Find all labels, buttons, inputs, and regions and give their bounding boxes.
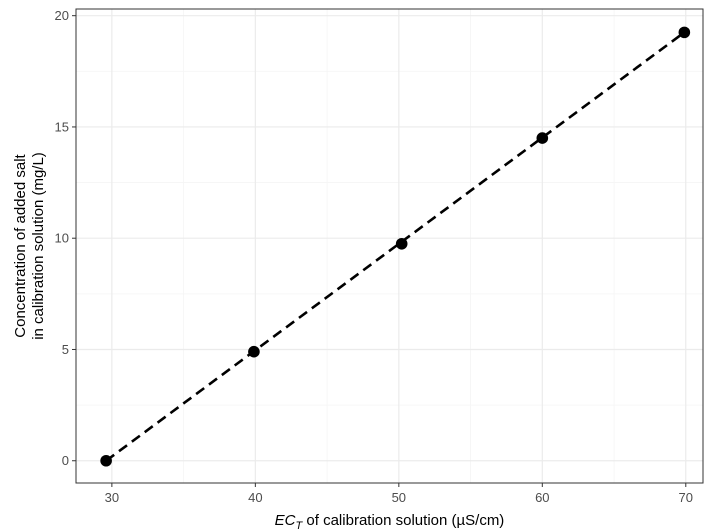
fit-line xyxy=(105,31,686,462)
x-tick-label-0: 30 xyxy=(105,490,119,505)
x-axis-title-ec: EC xyxy=(275,512,296,529)
x-tick-label-4: 70 xyxy=(679,490,693,505)
x-axis-title-rest: of calibration solution (µS/cm) xyxy=(302,512,504,529)
data-points xyxy=(100,26,691,467)
x-axis-title-subscript: T xyxy=(296,520,304,531)
y-axis-title-line-1: Concentration of added salt xyxy=(12,153,29,337)
x-axis: 30 40 50 60 70 xyxy=(105,483,693,505)
data-point-2 xyxy=(395,237,408,250)
y-axis-title: Concentration of added salt in calibrati… xyxy=(12,152,47,340)
y-axis-title-line-2: in calibration solution (mg/L) xyxy=(30,152,47,340)
panel-border xyxy=(75,8,704,484)
minor-gridlines xyxy=(76,9,703,483)
y-tick-label-3: 15 xyxy=(55,119,69,134)
y-tick-label-4: 20 xyxy=(55,8,69,23)
y-tick-label-2: 10 xyxy=(55,231,69,246)
x-axis-title: ECT of calibration solution (µS/cm) xyxy=(275,512,505,531)
y-tick-label-0: 0 xyxy=(62,453,69,468)
x-tick-label-2: 50 xyxy=(392,490,406,505)
data-point-3 xyxy=(536,132,549,144)
x-tick-label-3: 60 xyxy=(535,490,549,505)
y-tick-label-1: 5 xyxy=(62,342,69,357)
major-gridlines xyxy=(76,9,703,483)
data-point-0 xyxy=(100,454,112,467)
data-point-4 xyxy=(678,26,691,39)
data-point-1 xyxy=(248,345,260,358)
y-axis: 0 5 10 15 20 xyxy=(55,8,76,468)
x-tick-label-1: 40 xyxy=(248,490,262,505)
